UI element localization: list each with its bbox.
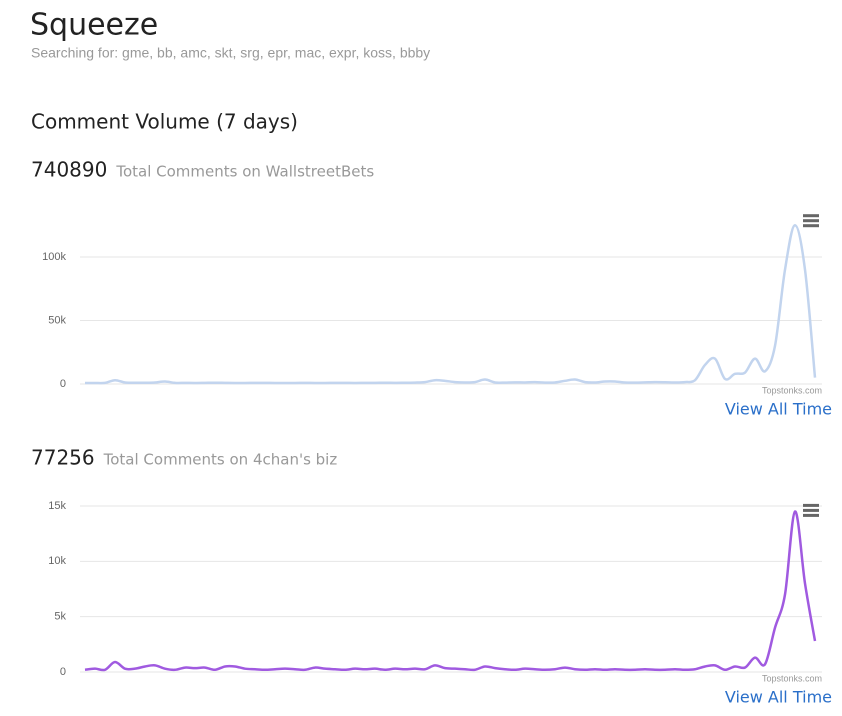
page-subtitle: Searching for: gme, bb, amc, skt, srg, e… (31, 45, 430, 61)
menu-bar[interactable] (803, 503, 819, 507)
series-line (84, 510, 817, 672)
chart-menu[interactable] (803, 214, 819, 228)
y-tick-label: 10k (48, 555, 66, 567)
total-count: 740890 (31, 158, 107, 182)
y-tick-label: 5k (54, 611, 66, 623)
menu-bar[interactable] (803, 214, 819, 218)
view-all-link[interactable]: View All Time (725, 400, 832, 419)
page-title: Squeeze (30, 8, 158, 43)
total-label: Total Comments on WallstreetBets (115, 163, 374, 181)
y-tick-label: 15k (48, 500, 66, 512)
series-line (84, 224, 817, 385)
credit: Topstonks.com (762, 673, 822, 683)
section-title: Comment Volume (7 days) (31, 110, 298, 134)
view-all-link[interactable]: View All Time (725, 688, 832, 707)
y-tick-label: 50k (48, 314, 66, 326)
y-tick-label: 0 (60, 666, 66, 678)
total-count: 77256 (31, 446, 95, 470)
menu-bar[interactable] (803, 513, 819, 517)
total-label: Total Comments on 4chan's biz (103, 451, 338, 469)
menu-bar[interactable] (803, 224, 819, 228)
menu-bar[interactable] (803, 508, 819, 512)
y-tick-label: 0 (60, 378, 66, 390)
credit: Topstonks.com (762, 385, 822, 395)
chart-menu[interactable] (803, 503, 819, 517)
menu-bar[interactable] (803, 219, 819, 223)
y-tick-label: 100k (42, 251, 66, 263)
